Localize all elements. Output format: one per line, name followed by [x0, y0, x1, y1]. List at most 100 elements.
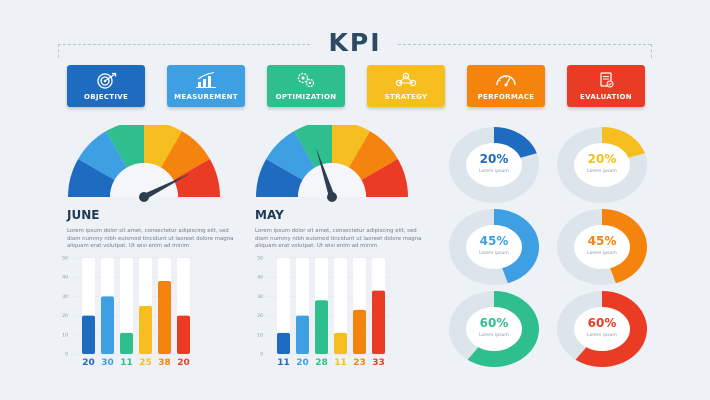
gauge-segment: [332, 125, 370, 168]
ring-percent-label: 45%: [587, 234, 617, 248]
june-title: JUNE: [67, 208, 100, 222]
gauge-segment: [349, 131, 398, 180]
card-label: MEASUREMENT: [174, 93, 238, 101]
may-title: MAY: [255, 208, 284, 222]
gauge-needle: [142, 173, 191, 200]
bar-value-label: 33: [372, 358, 385, 368]
bar: [372, 290, 385, 354]
y-tick-label: 30: [257, 294, 263, 300]
card-performace[interactable]: PERFORMACE: [467, 65, 545, 107]
card-optimization[interactable]: OPTIMIZATION: [267, 65, 345, 107]
bar: [296, 315, 309, 354]
ring-center: [574, 143, 630, 187]
y-tick-label: 20: [62, 313, 68, 319]
title-divider-right-end: [651, 44, 652, 58]
bar-value-label: 25: [139, 358, 152, 368]
bar-value-label: 30: [101, 358, 114, 368]
ring-center: [466, 143, 522, 187]
ring-center: [466, 307, 522, 351]
network-icon: [395, 72, 417, 87]
y-tick-label: 50: [257, 256, 263, 262]
y-tick-label: 0: [65, 352, 68, 357]
bar: [120, 332, 133, 354]
gauge-segment: [173, 159, 220, 197]
ring-percent-label: 45%: [479, 234, 509, 248]
percent-ring: 45% Lorem ipsum: [448, 207, 540, 287]
percent-ring: 60% Lorem ipsum: [448, 289, 540, 369]
bar: [334, 332, 347, 354]
bar-value-label: 20: [296, 358, 309, 368]
may-description: Lorem ipsum dolor sit amet, consectetur …: [255, 228, 422, 250]
gauge-pivot: [327, 192, 337, 202]
y-tick-label: 50: [62, 256, 68, 262]
bar: [139, 306, 152, 354]
ring-center: [466, 225, 522, 269]
ring-percent-label: 60%: [479, 316, 509, 330]
gauge-center: [298, 163, 366, 197]
bar: [353, 309, 366, 354]
bar-value-label: 11: [277, 358, 290, 368]
ring-center: [574, 307, 630, 351]
bar-value-label: 11: [334, 358, 347, 368]
ring-graphic: [449, 127, 539, 203]
y-tick-label: 40: [257, 275, 263, 281]
y-tick-label: 20: [257, 313, 263, 319]
card-label: EVALUATION: [580, 93, 632, 101]
bar-track: [334, 258, 347, 354]
ring-center: [574, 225, 630, 269]
ring-caption: Lorem ipsum: [479, 251, 509, 256]
ring-percent-label: 60%: [587, 316, 617, 330]
bar: [158, 281, 171, 354]
bar-chart-icon: [196, 71, 216, 88]
ring-caption: Lorem ipsum: [587, 251, 617, 256]
ring-graphic: [449, 209, 539, 285]
gauge-segment: [361, 159, 408, 197]
card-evaluation[interactable]: EVALUATION: [567, 65, 645, 107]
ring-percent-label: 20%: [587, 152, 617, 166]
gauge-segment: [106, 125, 144, 168]
target-icon: [97, 72, 117, 89]
card-measurement[interactable]: MEASUREMENT: [167, 65, 245, 107]
card-label: OBJECTIVE: [83, 93, 129, 101]
y-tick-label: 30: [62, 294, 68, 300]
percent-ring: 20% Lorem ipsum: [556, 125, 648, 205]
bar-value-label: 23: [353, 358, 366, 368]
ring-percent-label: 20%: [479, 152, 509, 166]
percent-ring: 20% Lorem ipsum: [448, 125, 540, 205]
gauge-segment: [294, 125, 332, 168]
title-divider-right: [398, 44, 651, 45]
bar: [82, 315, 95, 354]
document-check-icon: [600, 72, 614, 88]
bar: [315, 300, 328, 354]
may-gauge: [256, 125, 408, 202]
gauge-segment: [266, 131, 315, 180]
gauge-segment: [161, 131, 210, 180]
card-label: PERFORMACE: [477, 93, 535, 101]
bar-track: [277, 258, 290, 354]
percent-ring: 60% Lorem ipsum: [556, 289, 648, 369]
bar-value-label: 28: [315, 358, 328, 368]
bar-value-label: 11: [120, 358, 133, 368]
june-bar-chart: 50 40 30 20 10 0: [62, 256, 196, 357]
ring-graphic: [557, 209, 647, 285]
bar: [101, 296, 114, 354]
y-tick-label: 10: [62, 332, 68, 338]
y-tick-label: 40: [62, 275, 68, 281]
ring-graphic: [557, 127, 647, 203]
bar-value-label: 38: [158, 358, 171, 368]
card-objective[interactable]: OBJECTIVE: [67, 65, 145, 107]
ring-caption: Lorem ipsum: [479, 169, 509, 174]
card-label: STRATEGY: [384, 93, 428, 101]
title-divider-left-end: [58, 44, 59, 58]
gauge-segment: [78, 131, 127, 180]
bar: [277, 332, 290, 354]
y-tick-label: 0: [260, 352, 263, 357]
bar-value-label: 20: [82, 358, 95, 368]
speedometer-icon: [496, 75, 516, 87]
card-strategy[interactable]: STRATEGY: [367, 65, 445, 107]
ring-graphic: [557, 291, 647, 367]
gears-icon: [297, 72, 315, 88]
title-divider-left: [58, 44, 310, 45]
gauge-pivot: [139, 192, 149, 202]
may-bar-chart: 50 40 30 20 10 0: [257, 256, 391, 357]
